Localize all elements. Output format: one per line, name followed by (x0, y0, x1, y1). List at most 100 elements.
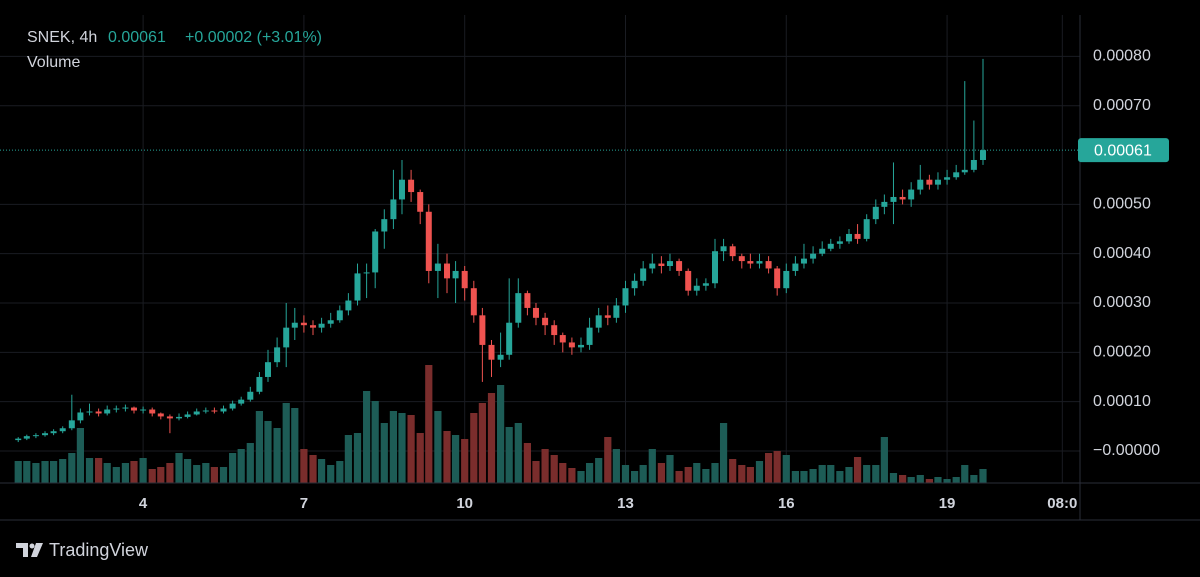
candle-body (792, 263, 799, 271)
candle-body (310, 325, 317, 328)
volume-bar (764, 453, 773, 483)
candle-body (756, 261, 763, 264)
candle-body (122, 407, 129, 409)
candle-body (300, 322, 307, 326)
volume-bar (23, 461, 31, 483)
candle-body (291, 322, 298, 328)
volume-bar (773, 451, 781, 483)
candle-body (613, 305, 620, 318)
candle-body (899, 196, 906, 200)
candle-body (578, 344, 585, 348)
volume-bar (702, 469, 710, 483)
volume-bar (282, 403, 290, 483)
y-tick-label: 0.00020 (1093, 344, 1151, 361)
candle-body (113, 408, 120, 410)
candle-body (479, 315, 486, 345)
candle-body (774, 268, 781, 289)
volume-bar (532, 461, 540, 483)
candle-body (229, 403, 236, 409)
candle-body (264, 362, 271, 377)
volume-bar (836, 471, 844, 483)
volume-bar (193, 465, 201, 483)
candle-body (149, 409, 156, 414)
volume-bar (809, 469, 817, 483)
candle-body (944, 177, 951, 180)
x-tick-label: 08:0 (1047, 495, 1077, 512)
volume-bar (675, 471, 683, 483)
candle-body (50, 431, 57, 434)
candle-body (649, 263, 656, 269)
volume-bar (398, 413, 406, 483)
volume-bar (95, 458, 103, 483)
candle-body (658, 263, 665, 267)
candle-body (702, 283, 709, 286)
candle-body (390, 199, 397, 220)
volume-bar (657, 463, 665, 483)
volume-bar (103, 463, 111, 483)
candle-body (890, 196, 897, 202)
volume-bar (612, 449, 620, 483)
volume-bar (202, 463, 210, 483)
volume-bar (505, 427, 513, 483)
candle-body (274, 347, 281, 363)
candle-body (810, 253, 817, 259)
volume-bar (648, 449, 656, 483)
volume-bar (979, 469, 987, 483)
volume-bar (470, 413, 478, 483)
candle-body (184, 414, 191, 417)
volume-bar (255, 411, 264, 483)
x-tick-label: 19 (939, 495, 956, 512)
volume-bar (317, 459, 326, 483)
volume-bar (621, 465, 630, 483)
volume-bar (425, 365, 433, 483)
volume-bar (380, 423, 388, 483)
volume-bar (550, 455, 558, 483)
candle-body (551, 325, 558, 336)
volume-bar (443, 431, 451, 483)
candle-body (77, 412, 84, 421)
volume-bar (666, 455, 674, 483)
y-tick-label: 0.00040 (1093, 245, 1151, 262)
header-change: +0.00002 (+3.01%) (185, 29, 322, 46)
volume-bar (568, 468, 576, 483)
y-tick-label: 0.00030 (1093, 294, 1151, 311)
candle-body (425, 211, 432, 271)
candle-body (854, 233, 861, 239)
candle-body (202, 410, 209, 412)
candle-body (631, 280, 638, 289)
volume-bar (595, 458, 603, 483)
candle-body (881, 201, 888, 207)
candle-body (819, 248, 826, 254)
candle-body (979, 150, 986, 160)
volume-bar (577, 471, 585, 483)
volume-bar (434, 411, 442, 483)
volume-bar (166, 463, 174, 483)
volume-bar (952, 477, 960, 483)
symbol-title: SNEK, 4h (27, 29, 97, 46)
logo-part (16, 543, 28, 557)
candle-body (845, 233, 852, 242)
volume-bar (237, 449, 245, 483)
candle-body (488, 344, 495, 360)
candle-body (130, 407, 137, 411)
candle-body (676, 261, 683, 271)
candle-body (23, 436, 30, 439)
candle-body (729, 246, 736, 257)
volume-bar (49, 461, 58, 483)
volume-bar (68, 453, 76, 483)
volume-bar (604, 437, 612, 483)
volume-bar (755, 461, 764, 483)
candle-body (345, 300, 352, 311)
candle-body (166, 416, 173, 419)
volume-bar (684, 467, 692, 483)
volume-bar (631, 471, 639, 483)
volume-bar (461, 439, 469, 483)
volume-bar (229, 453, 237, 483)
y-tick-label: 0.00070 (1093, 97, 1151, 114)
volume-bar (898, 475, 907, 483)
volume-bar (719, 423, 728, 483)
volume-bar (514, 423, 522, 483)
candle-body (381, 219, 388, 232)
candle-body (15, 438, 22, 441)
